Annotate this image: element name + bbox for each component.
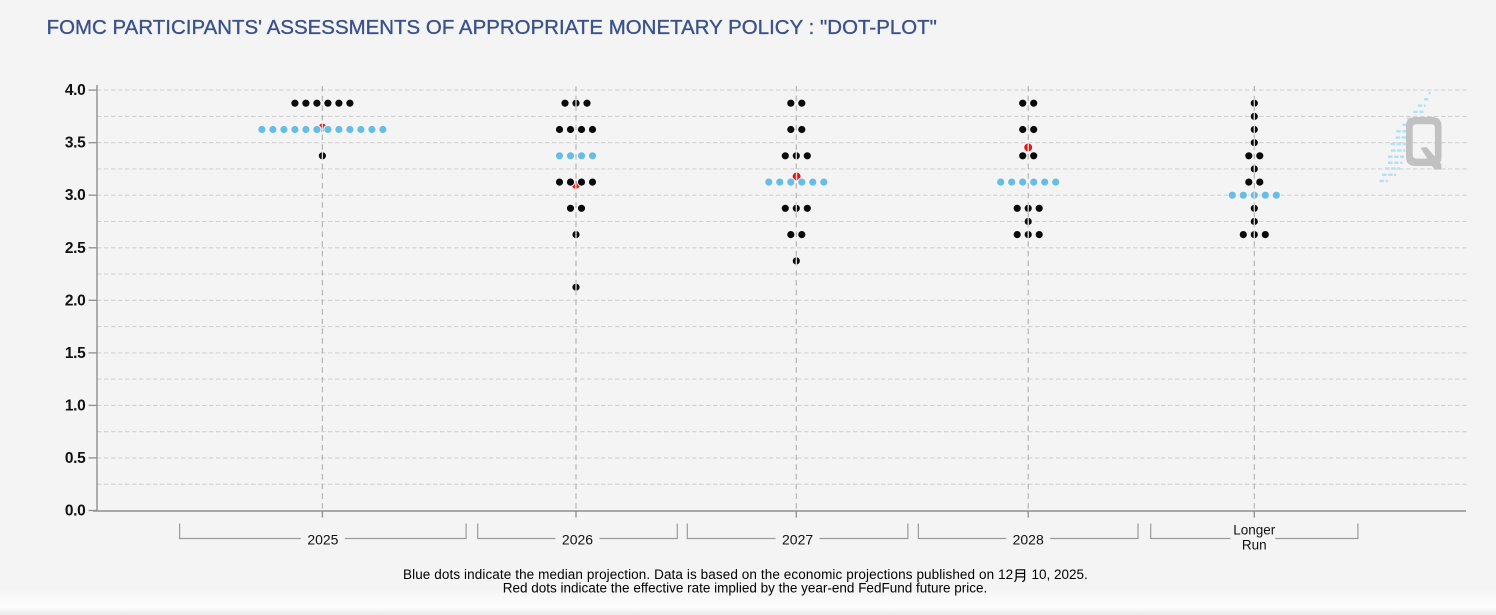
svg-text:10, 2025.: 10, 2025. xyxy=(1032,567,1088,582)
svg-text:2027: 2027 xyxy=(782,532,813,548)
svg-text:2026: 2026 xyxy=(562,532,593,548)
svg-text:2025: 2025 xyxy=(307,532,338,548)
svg-text:0.0: 0.0 xyxy=(65,503,86,520)
svg-text:Longer: Longer xyxy=(1233,522,1276,537)
svg-text:3.5: 3.5 xyxy=(65,135,86,152)
svg-text:0.5: 0.5 xyxy=(65,450,86,467)
svg-text:3.0: 3.0 xyxy=(65,187,86,204)
svg-text:1.5: 1.5 xyxy=(65,345,86,362)
svg-text:Run: Run xyxy=(1242,537,1267,552)
svg-text:2.0: 2.0 xyxy=(65,292,86,309)
svg-text:Red dots indicate the effectiv: Red dots indicate the effective rate imp… xyxy=(503,581,988,596)
svg-text:4.0: 4.0 xyxy=(65,82,86,99)
svg-text:2028: 2028 xyxy=(1013,532,1044,548)
svg-text:2.5: 2.5 xyxy=(65,240,86,257)
svg-text:1.0: 1.0 xyxy=(65,397,86,414)
svg-text:Blue dots indicate the median: Blue dots indicate the median projection… xyxy=(403,567,1013,582)
